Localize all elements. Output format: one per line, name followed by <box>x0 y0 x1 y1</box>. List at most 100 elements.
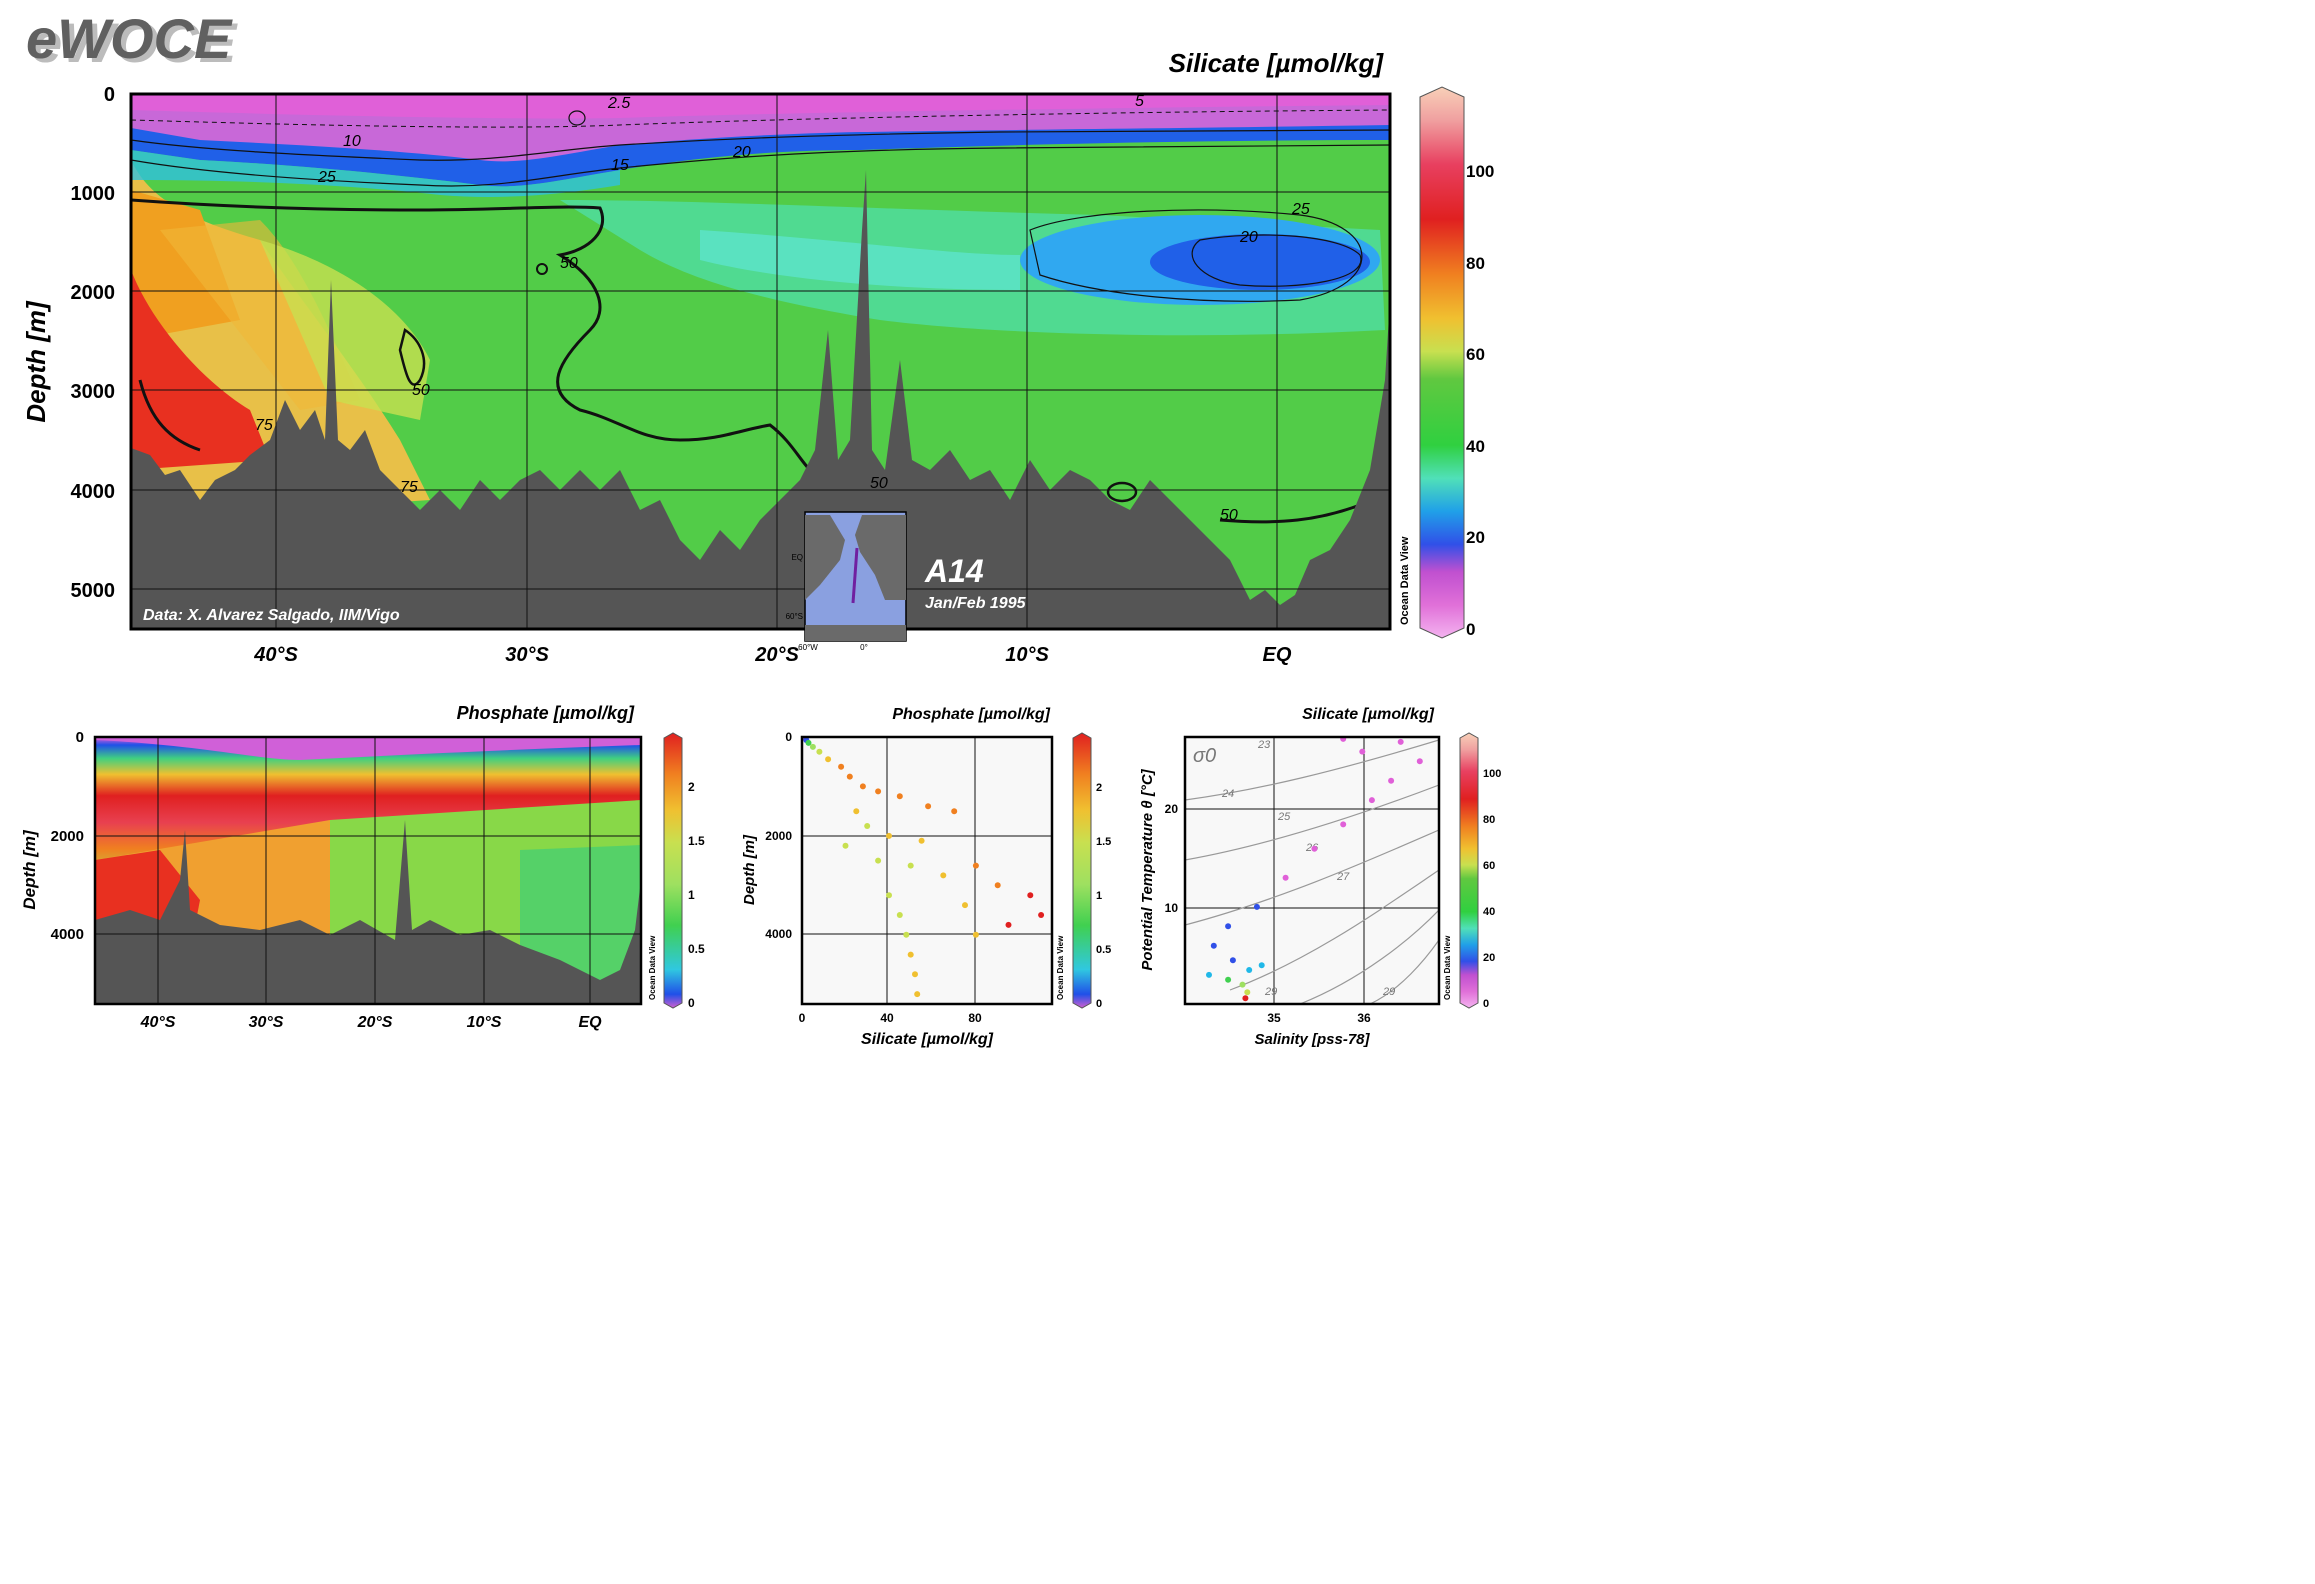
scatter-point <box>842 842 849 849</box>
scatter-point <box>859 783 866 790</box>
phosphate-title: Phosphate [µmol/kg] <box>457 703 635 723</box>
colorbar-tick: 0.5 <box>1096 944 1111 956</box>
ewoce-logo: eWOCE <box>26 7 233 70</box>
scatter-point <box>1225 976 1232 983</box>
data-credit: Data: X. Alvarez Salgado, IIM/Vigo <box>143 607 400 624</box>
scatter-point <box>1210 942 1217 949</box>
colorbar-tick: 2 <box>1096 782 1102 794</box>
density-label: 23 <box>1257 739 1271 751</box>
x-tick-label: 30°S <box>249 1014 284 1031</box>
colorbar-tick: 100 <box>1483 768 1501 780</box>
y-tick-label: 0 <box>785 730 792 744</box>
y-tick-label: 1000 <box>71 183 116 205</box>
scatter-point <box>805 739 812 746</box>
scatter1-y-axis-label: Depth [m] <box>741 834 758 905</box>
x-tick-label: 40°S <box>140 1014 176 1031</box>
scatter-point <box>912 971 918 978</box>
contour-label: 2.5 <box>607 95 630 112</box>
scatter-point <box>1229 957 1236 964</box>
x-tick-label: 40°S <box>253 644 298 666</box>
scatter-point <box>1244 989 1251 996</box>
phosphate-section-plot: Phosphate [µmol/kg] Depth [m] 0 2000 400… <box>20 703 705 1031</box>
contour-label: 50 <box>870 475 888 492</box>
y-tick-label: 3000 <box>71 381 116 403</box>
scatter-point <box>886 832 892 839</box>
y-tick-label: 0 <box>104 84 115 106</box>
y-tick-label: 5000 <box>71 580 116 602</box>
scatter-point <box>1206 971 1212 978</box>
scatter-point <box>994 882 1001 889</box>
y-tick-label: 2000 <box>51 828 84 845</box>
scatter-point <box>896 912 903 918</box>
scatter-point <box>1368 797 1375 804</box>
section-name: A14 <box>924 553 984 589</box>
y-tick-label: 20 <box>1165 802 1179 816</box>
scatter2-points <box>1206 737 1423 1002</box>
scatter1-colorbar: 0 0.5 1 1.5 2 Ocean Data View <box>1056 732 1111 1010</box>
colorbar-tick: 0.5 <box>688 942 705 956</box>
scatter-point <box>846 773 853 780</box>
scatter-point <box>962 902 968 909</box>
contour-label: 50 <box>412 382 430 399</box>
contour-label: 15 <box>611 157 629 174</box>
scatter-point <box>1388 777 1395 784</box>
main-gridlines <box>131 94 1390 629</box>
scatter1-title: Phosphate [µmol/kg] <box>892 706 1050 723</box>
scatter-point <box>907 951 914 958</box>
scatter-point <box>1311 845 1318 852</box>
scatter2-x-axis-label: Salinity [pss-78] <box>1254 1031 1370 1048</box>
main-contour-labels: 2.5 5 10 15 20 25 50 50 75 25 20 50 50 7… <box>255 93 1310 524</box>
colorbar-tick: 20 <box>1466 528 1485 547</box>
scatter-point <box>816 748 823 755</box>
y-tick-label: 0 <box>76 729 84 746</box>
phosphate-colorbar: 0 0.5 1 1.5 2 Ocean Data View <box>648 732 705 1010</box>
main-title: Silicate [µmol/kg] <box>1169 48 1385 78</box>
odv-watermark: Ocean Data View <box>1399 536 1411 625</box>
y-tick-label: 4000 <box>765 927 792 941</box>
scatter2-title: Silicate [µmol/kg] <box>1302 706 1435 723</box>
x-tick-label: 40 <box>880 1011 894 1025</box>
sigma-label: σ0 <box>1193 745 1216 767</box>
scatter-point <box>853 808 860 815</box>
main-y-ticks: 0 1000 2000 3000 4000 5000 <box>71 84 116 602</box>
colorbar-tick: 0 <box>1096 998 1102 1010</box>
main-section-plot: Silicate [µmol/kg] <box>21 48 1494 666</box>
inset-lat-label: 60°S <box>786 612 803 621</box>
colorbar-tick: 80 <box>1483 814 1495 826</box>
colorbar-tick: 40 <box>1483 906 1495 918</box>
depth-silicate-scatter: Phosphate [µmol/kg] Silicate [µmol/kg] D… <box>741 706 1111 1048</box>
colorbar-tick: 1 <box>688 888 695 902</box>
scatter-point <box>1239 981 1246 988</box>
x-tick-label: 20°S <box>754 644 799 666</box>
x-tick-label: EQ <box>1263 644 1292 666</box>
density-label: 24 <box>1221 788 1234 800</box>
y-tick-label: 4000 <box>51 926 84 943</box>
inset-lat-label: EQ <box>791 553 803 562</box>
inset-map: EQ 60°S 60°W 0° <box>786 511 907 652</box>
section-date: Jan/Feb 1995 <box>925 595 1027 612</box>
density-label: 29 <box>1264 986 1277 998</box>
density-label: 29 <box>1382 986 1395 998</box>
contour-label: 50 <box>560 255 578 272</box>
x-tick-label: EQ <box>578 1014 602 1031</box>
density-label: 27 <box>1336 871 1350 883</box>
scatter-point <box>864 823 871 829</box>
x-tick-label: 30°S <box>505 644 549 666</box>
colorbar-tick: 40 <box>1466 437 1485 456</box>
theta-salinity-scatter: Silicate [µmol/kg] σ0 23 24 25 26 27 29 … <box>1139 706 1501 1048</box>
x-tick-label: 36 <box>1357 1011 1371 1025</box>
scatter2-colorbar: 0 20 40 60 80 100 Ocean Data View <box>1443 732 1501 1010</box>
ewoce-logo-shadow: eWOCE <box>31 11 238 74</box>
scatter-point <box>1416 758 1423 765</box>
contour-label: 25 <box>317 169 336 186</box>
scatter-point <box>972 862 979 869</box>
scatter-point <box>972 931 979 938</box>
colorbar-tick: 1 <box>1096 890 1102 902</box>
colorbar-tick: 1.5 <box>688 834 705 848</box>
contour-label: 75 <box>400 479 418 496</box>
scatter-point <box>875 857 882 864</box>
colorbar-tick: 2 <box>688 780 695 794</box>
scatter-point <box>951 808 958 815</box>
scatter-point <box>875 788 882 795</box>
